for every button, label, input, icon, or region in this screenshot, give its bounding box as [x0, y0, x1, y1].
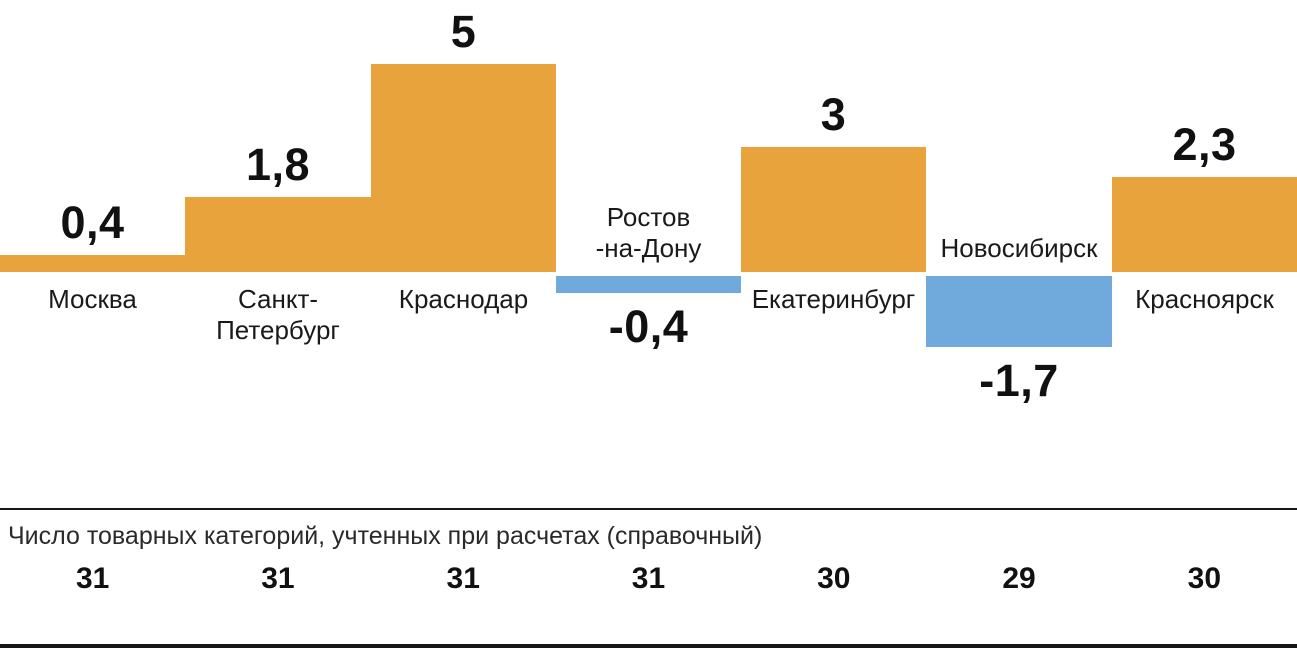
bar-value-label: 1,8 [245, 139, 311, 190]
positive-bar [741, 147, 926, 272]
negative-bar [926, 276, 1112, 347]
category-count: 30 [817, 562, 851, 595]
category-count: 30 [1187, 562, 1222, 595]
divider-top [0, 508, 1297, 510]
positive-bar [185, 197, 371, 272]
footnote: Число товарных категорий, учтенных при р… [8, 522, 763, 550]
category-count: 29 [1002, 562, 1036, 595]
category-label: Екатеринбург [751, 284, 916, 314]
chart-plot-area: 0,4 Москва 1,8 Санкт- Петербург 5 Краснодар -0… [0, 6, 1297, 406]
category-label: Санкт- Петербург [216, 284, 340, 346]
bar-value-label: 3 [820, 89, 847, 140]
negative-bar [556, 276, 741, 293]
bar-value-label: 0,4 [60, 197, 125, 248]
category-label: Новосибирск [940, 232, 1098, 263]
category-label: Краснодар [398, 284, 529, 314]
category-count: 31 [75, 562, 110, 595]
category-label: Ростов -на-Дону [595, 201, 702, 263]
bar-value-label: 5 [450, 6, 477, 57]
bar-value-label: -1,7 [979, 355, 1059, 406]
bar-value-label: 2,3 [1172, 119, 1237, 170]
positive-bar [0, 255, 185, 272]
city-values-bar-chart: 0,4 Москва 1,8 Санкт- Петербург 5 Краснодар -0… [0, 6, 1297, 648]
divider-bottom [0, 644, 1297, 648]
category-label: Красноярск [1135, 284, 1274, 314]
category-label: Москва [48, 284, 137, 314]
category-count: 31 [261, 562, 295, 595]
category-count: 31 [446, 562, 480, 595]
positive-bar [1112, 177, 1297, 272]
category-count: 31 [631, 562, 666, 595]
bar-value-label: -0,4 [608, 301, 689, 352]
positive-bar [371, 64, 556, 272]
category-counts-row: 31 31 31 31 30 29 30 [0, 562, 1297, 596]
